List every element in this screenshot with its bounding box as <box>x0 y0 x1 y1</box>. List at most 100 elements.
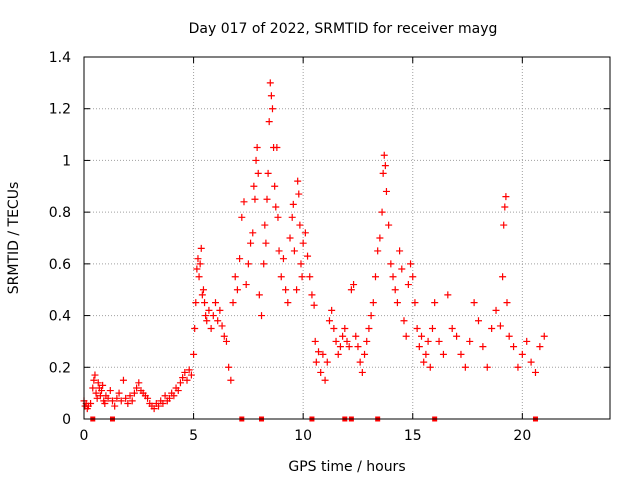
data-point <box>264 169 272 177</box>
data-point <box>126 392 134 400</box>
data-point <box>424 337 432 345</box>
data-point <box>89 384 97 392</box>
data-point <box>444 291 452 299</box>
data-point <box>470 299 478 307</box>
data-point <box>350 281 358 289</box>
data-point <box>385 221 393 229</box>
data-point <box>321 376 329 384</box>
data-point <box>502 193 510 201</box>
data-point <box>319 350 327 358</box>
data-point <box>439 350 447 358</box>
data-point <box>418 332 426 340</box>
data-point <box>199 286 207 294</box>
data-point <box>255 291 263 299</box>
data-point <box>117 397 125 405</box>
data-point <box>475 317 482 325</box>
data-point <box>225 363 233 371</box>
data-point <box>286 234 294 242</box>
data-point <box>334 350 342 358</box>
data-point <box>174 387 182 395</box>
data-point <box>193 265 201 273</box>
data-point <box>273 144 281 151</box>
data-point <box>106 387 114 395</box>
data-point <box>284 299 292 307</box>
data-point <box>220 332 228 340</box>
y-tick-label: 1.4 <box>49 50 71 66</box>
data-point <box>500 221 508 229</box>
data-point <box>289 200 297 208</box>
data-point <box>396 247 404 255</box>
data-point <box>347 286 355 294</box>
ticks-layer: 0 5 10 15 20 0 0.2 0.4 0.6 0.8 1 1.2 1.4 <box>49 50 610 444</box>
data-point <box>415 343 423 351</box>
y-tick-label: 1.2 <box>49 102 71 118</box>
data-point <box>196 260 204 268</box>
data-point <box>254 169 262 177</box>
data-point <box>253 144 261 151</box>
data-point <box>275 247 283 255</box>
x-axis-label: GPS time / hours <box>288 459 405 475</box>
data-point <box>249 229 257 237</box>
data-point <box>345 343 353 351</box>
data-point <box>197 244 205 252</box>
data-point <box>101 399 109 407</box>
data-point <box>332 337 340 345</box>
y-tick-label: 1 <box>62 153 71 169</box>
data-point <box>222 337 230 345</box>
data-point <box>453 332 461 340</box>
data-point <box>187 371 195 379</box>
data-point <box>387 260 395 268</box>
data-point <box>128 397 136 405</box>
data-point <box>367 312 375 320</box>
data-point <box>115 389 123 397</box>
data-point <box>365 325 373 332</box>
data-point <box>298 273 306 281</box>
y-tick-label: 0.6 <box>49 257 71 273</box>
data-point <box>94 379 102 387</box>
data-point <box>518 350 526 358</box>
data-point <box>496 322 504 330</box>
data-point <box>461 363 469 371</box>
data-point <box>231 273 239 281</box>
data-point <box>250 182 258 190</box>
data-point <box>306 273 314 281</box>
data-point <box>381 162 389 170</box>
data-point <box>87 399 95 407</box>
data-point <box>402 332 410 340</box>
data-point <box>391 286 399 294</box>
data-point <box>413 325 421 332</box>
data-point <box>92 389 100 397</box>
data-point <box>407 260 415 268</box>
data-point <box>527 358 535 366</box>
data-point <box>523 337 531 345</box>
x-tick-label: 10 <box>294 428 312 444</box>
data-point <box>499 273 507 281</box>
data-point <box>227 376 235 384</box>
data-point <box>296 221 304 229</box>
data-point <box>295 190 303 198</box>
data-point <box>378 208 386 216</box>
data-point <box>91 371 99 379</box>
data-point <box>202 312 210 320</box>
data-point <box>400 317 408 325</box>
x-tick-label: 15 <box>404 428 422 444</box>
data-point <box>176 379 184 387</box>
data-point <box>466 337 474 345</box>
y-tick-label: 0.4 <box>49 309 71 325</box>
data-point <box>299 239 307 247</box>
data-point <box>190 350 198 358</box>
data-point <box>282 286 290 294</box>
data-point <box>124 399 132 407</box>
data-point <box>191 325 199 332</box>
data-point <box>317 368 325 376</box>
data-point <box>242 281 250 289</box>
data-point <box>267 92 275 100</box>
data-point <box>409 273 417 281</box>
data-point <box>212 299 219 307</box>
data-point <box>130 389 138 397</box>
data-point <box>483 363 491 371</box>
data-point <box>113 394 121 402</box>
data-point <box>260 260 268 268</box>
data-point <box>159 399 167 407</box>
data-point <box>216 306 224 314</box>
